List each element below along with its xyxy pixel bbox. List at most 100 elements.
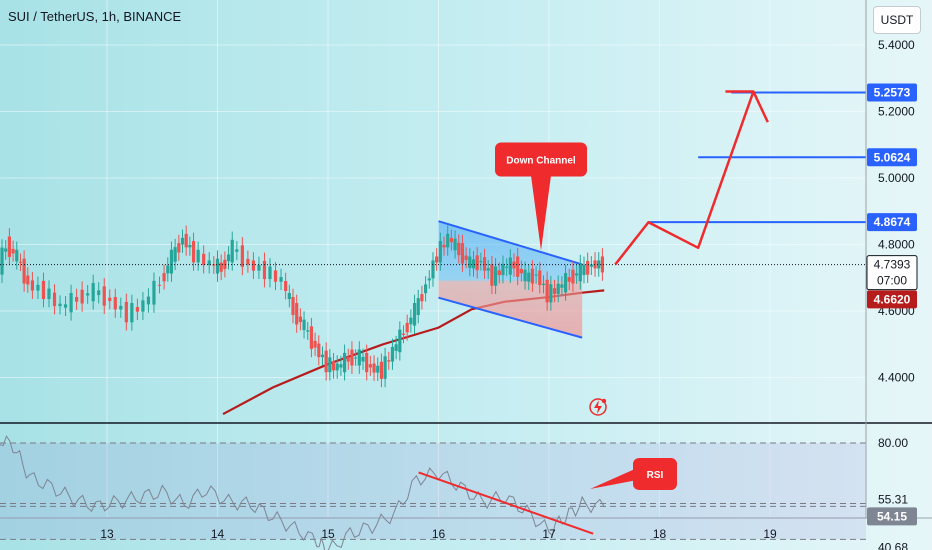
candle-body [80,289,84,304]
candle-body [141,300,145,312]
candle-body [317,343,321,358]
candle-body [173,247,177,262]
candle-body [191,240,196,263]
candle-body [86,293,90,296]
x-tick-label: 17 [542,527,556,541]
candle-body [516,256,520,277]
candle-body [146,296,151,305]
candle-body [177,243,181,253]
candle-body [188,244,192,248]
channel-lower-line [438,296,583,339]
target-level-value: 5.2573 [874,85,911,99]
target-level-tag [867,83,917,102]
candle-body [240,245,244,267]
x-tick-label: 16 [432,527,446,541]
candle-body [365,352,369,373]
rsi-divergence-line [418,471,594,535]
chart-title: SUI / TetherUS, 1h, BINANCE [8,9,182,24]
candle-body [4,248,8,252]
candle-body [324,350,328,373]
candle-body [284,281,288,292]
candle-body [390,346,395,362]
candle-body [563,273,568,293]
candle-body [215,258,220,274]
candle-body [468,256,472,268]
target-level-value: 5.0624 [874,150,911,164]
candle-body [30,280,35,291]
candle-body [586,260,590,275]
x-tick-label: 19 [763,527,777,541]
candle-body [508,257,512,275]
candle-body [549,284,553,303]
candle-body [545,279,549,303]
candle-body [287,293,291,300]
price-tick-label: 4.4000 [878,371,915,385]
candle-body [342,352,347,373]
candle-body [412,303,417,326]
candle-body [354,357,358,359]
candle-body [339,364,343,368]
candle-body [523,269,527,282]
candle-body [357,349,361,366]
candle-body [335,363,339,371]
currency-unit-button[interactable]: USDT [873,6,921,34]
rsi-pointer [590,468,637,489]
candle-body [493,266,498,286]
candle-body [376,365,380,373]
candle-body [578,263,582,282]
rsi-tick-label: 40.68 [878,540,908,550]
annotations[interactable]: Down Channel RSI [495,142,677,490]
candle-body [102,286,106,306]
current-price-value: 4.7393 [874,258,911,272]
candle-body [157,284,162,286]
candle-body [202,253,206,266]
candle-body [279,277,283,282]
candle-body [63,304,68,308]
candle-body [560,284,564,288]
candle-body [567,277,571,282]
target-level-tag [867,213,917,232]
candle-body [593,260,597,269]
rsi-band-fill [0,443,866,540]
candle-body [527,272,531,282]
candle-body [268,266,272,280]
candle-body [166,265,170,274]
rsi-label: RSI [647,470,664,481]
candle-body [361,356,365,362]
candle-body [108,297,112,302]
x-tick-label: 14 [211,527,225,541]
axis-tags: 5.2573 5.0624 4.8674 4.7393 07:00 4.6620 54.15 [866,83,918,526]
candle-body [490,264,494,286]
candle-body [223,259,227,270]
candle-body [379,361,384,379]
candle-body [519,268,523,274]
candle-body [387,360,391,362]
candle-body [47,288,51,300]
price-tick-label: 5.2000 [878,105,915,119]
candle-body [571,269,575,284]
candle-body [350,349,354,366]
target-level-value: 4.8674 [874,215,911,229]
candle-body [251,260,256,271]
candle-body [295,303,299,325]
candle-body [230,239,234,263]
candle-body [41,280,46,300]
misc-icons [589,398,607,416]
candle-body [398,329,402,353]
candle-body [226,254,231,262]
candle-body [320,354,325,358]
candle-body [538,270,542,286]
price-series [0,225,866,388]
candle-body [512,261,516,269]
candle-body [501,263,505,276]
candle-body [113,297,117,310]
price-axis: 5.40005.20005.00004.80004.60004.400080.0… [865,0,915,550]
candle-body [196,249,200,263]
rsi-tick-label: 80.00 [878,436,908,450]
candle-body [464,255,468,261]
candle-body [130,303,134,323]
x-tick-label: 13 [100,527,114,541]
projection-path[interactable] [614,90,769,266]
price-tick-label: 5.0000 [878,171,915,185]
